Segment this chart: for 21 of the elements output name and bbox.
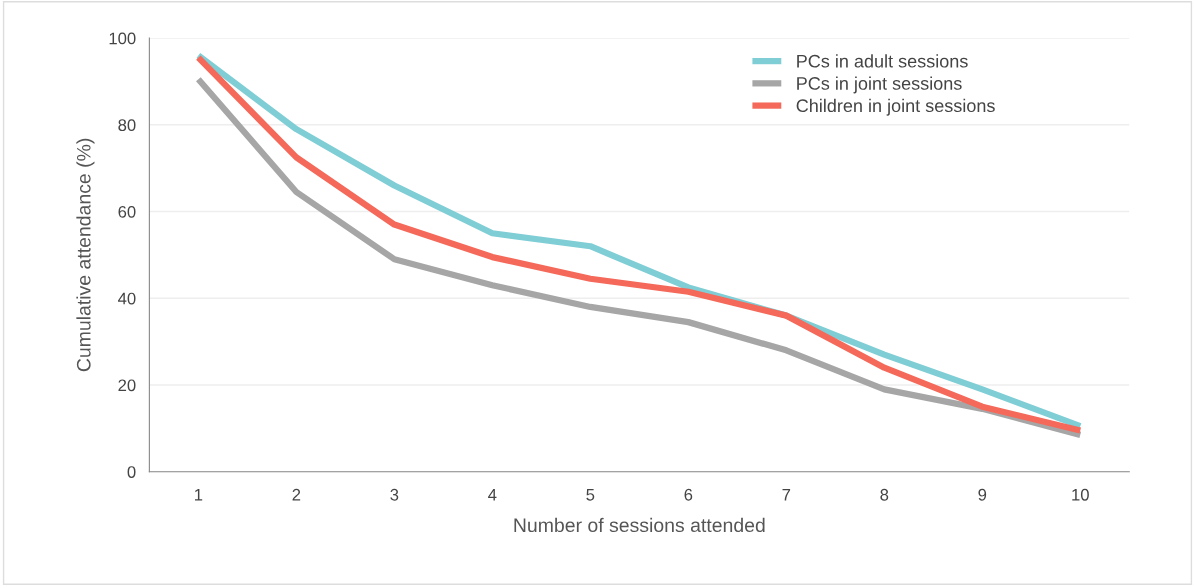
x-tick-label: 7 xyxy=(782,489,791,501)
legend-label: PCs in adult sessions xyxy=(797,54,968,68)
x-tick-label: 5 xyxy=(586,489,595,501)
legend-label: PCs in joint sessions xyxy=(797,76,962,94)
x-axis-title: Number of sessions attended xyxy=(514,517,765,533)
x-tick-label: 10 xyxy=(1072,488,1089,501)
x-tick-label: 3 xyxy=(390,488,399,501)
y-tick-label: 100 xyxy=(109,32,136,45)
y-tick-label: 80 xyxy=(118,119,136,132)
legend-label: Children in joint sessions xyxy=(796,98,995,116)
y-tick-label: 60 xyxy=(118,205,136,218)
y-tick-label: 20 xyxy=(118,379,136,392)
x-tick-label: 1 xyxy=(195,489,203,501)
x-tick-label: 2 xyxy=(292,488,301,501)
y-tick-label: 40 xyxy=(118,292,136,305)
y-axis-title: Cumulative attendance (%) xyxy=(76,138,95,372)
x-tick-label: 4 xyxy=(488,489,497,501)
y-tick-label: 0 xyxy=(127,466,136,478)
x-tick-label: 6 xyxy=(684,488,693,501)
x-tick-label: 8 xyxy=(880,488,889,501)
x-tick-label: 9 xyxy=(978,488,987,501)
